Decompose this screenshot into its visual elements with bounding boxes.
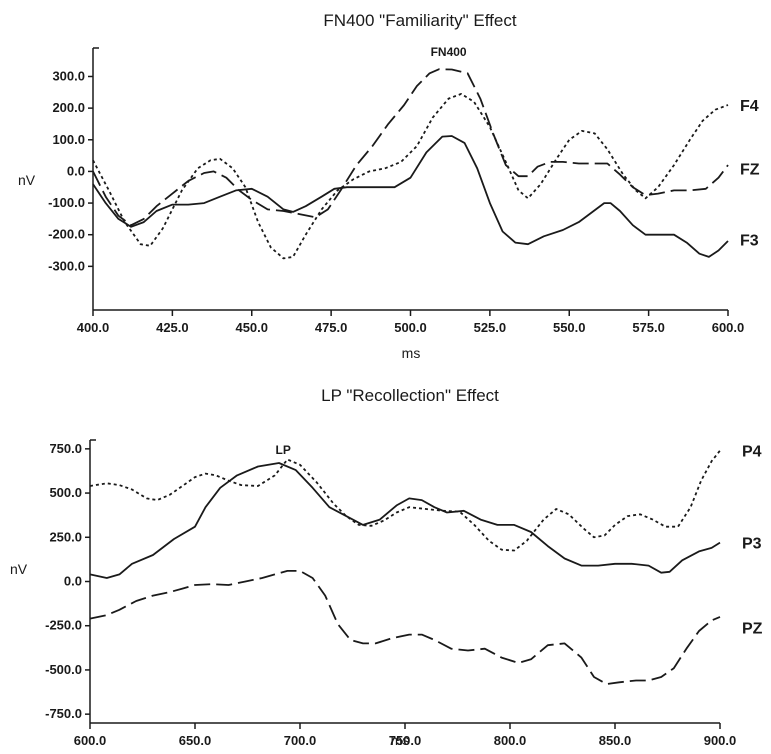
lp-y-tick-label: 0.0 bbox=[64, 574, 82, 589]
fn400-x-tick-label: 425.0 bbox=[156, 320, 189, 335]
lp-x-tick-label: 600.0 bbox=[74, 733, 107, 748]
fn400-series: F4 FZ F3 bbox=[92, 68, 760, 260]
lp-y-tick-label: -750.0 bbox=[45, 706, 82, 721]
lp-series-line-pz bbox=[89, 570, 721, 685]
lp-x-axis-label: ms bbox=[391, 732, 410, 748]
lp-y-ticks: 750.0 500.0 250.0 0.0 -250.0 -500.0 -750.0 bbox=[45, 441, 90, 721]
lp-y-tick-label: 250.0 bbox=[49, 529, 82, 544]
lp-chart-title: LP "Recollection" Effect bbox=[321, 386, 499, 405]
lp-x-tick-label: 900.0 bbox=[704, 733, 737, 748]
lp-annotation: LP bbox=[276, 443, 291, 457]
fn400-x-ticks: 400.0 425.0 450.0 475.0 500.0 525.0 550.0 575.0… bbox=[77, 310, 745, 335]
lp-x-tick-label: 800.0 bbox=[494, 733, 527, 748]
fn400-y-tick-label: -200.0 bbox=[48, 227, 85, 242]
fn400-y-tick-label: -100.0 bbox=[48, 195, 85, 210]
fn400-y-tick-label: 300.0 bbox=[52, 68, 85, 83]
fn400-series-line-fz bbox=[92, 68, 729, 227]
fn400-annotation: FN400 bbox=[431, 45, 467, 59]
fn400-x-tick-label: 550.0 bbox=[553, 320, 586, 335]
lp-series: P4 P3 PZ bbox=[89, 444, 763, 685]
fn400-y-tick-label: -300.0 bbox=[48, 258, 85, 273]
fn400-x-tick-label: 475.0 bbox=[315, 320, 348, 335]
lp-y-axis-label: nV bbox=[10, 561, 28, 577]
lp-y-tick-label: 750.0 bbox=[49, 441, 82, 456]
fn400-x-tick-label: 575.0 bbox=[632, 320, 665, 335]
lp-x-tick-label: 750.0 bbox=[389, 733, 422, 748]
lp-series-label-p3: P3 bbox=[742, 536, 762, 553]
fn400-y-tick-label: 0.0 bbox=[67, 163, 85, 178]
fn400-chart-title: FN400 "Familiarity" Effect bbox=[323, 11, 516, 30]
lp-series-label-p4: P4 bbox=[742, 444, 762, 461]
lp-series-line-p3 bbox=[89, 462, 721, 579]
fn400-y-tick-label: 100.0 bbox=[52, 132, 85, 147]
fn400-x-tick-label: 400.0 bbox=[77, 320, 110, 335]
lp-series-line-p4 bbox=[89, 450, 721, 552]
lp-chart: LP "Recollection" Effect LP nV ms 750.0 5… bbox=[10, 386, 763, 748]
fn400-y-tick-label: 200.0 bbox=[52, 100, 85, 115]
lp-x-tick-label: 700.0 bbox=[284, 733, 317, 748]
fn400-chart: FN400 "Familiarity" Effect FN400 nV ms 3… bbox=[18, 11, 760, 361]
fn400-y-axis-label: nV bbox=[18, 172, 36, 188]
fn400-series-line-f3 bbox=[92, 135, 729, 258]
fn400-y-ticks: 300.0 200.0 100.0 0.0 -100.0 -200.0 -300.0 bbox=[48, 68, 93, 273]
fn400-x-axis-label: ms bbox=[402, 345, 421, 361]
fn400-axes bbox=[92, 47, 728, 311]
fn400-x-tick-label: 525.0 bbox=[474, 320, 507, 335]
lp-series-label-pz: PZ bbox=[742, 620, 763, 637]
lp-y-tick-label: -500.0 bbox=[45, 662, 82, 677]
lp-y-tick-label: -250.0 bbox=[45, 618, 82, 633]
lp-x-tick-label: 650.0 bbox=[179, 733, 212, 748]
fn400-series-label-fz: FZ bbox=[740, 161, 760, 178]
lp-x-ticks: 600.0 650.0 700.0 750.0 800.0 850.0 900.0 bbox=[74, 723, 737, 748]
fn400-x-tick-label: 600.0 bbox=[712, 320, 745, 335]
fn400-x-tick-label: 450.0 bbox=[235, 320, 268, 335]
fn400-series-label-f3: F3 bbox=[740, 232, 759, 249]
fn400-series-label-f4: F4 bbox=[740, 98, 759, 115]
lp-axes bbox=[89, 439, 720, 724]
lp-x-tick-label: 850.0 bbox=[599, 733, 632, 748]
fn400-x-tick-label: 500.0 bbox=[394, 320, 427, 335]
lp-y-tick-label: 500.0 bbox=[49, 485, 82, 500]
